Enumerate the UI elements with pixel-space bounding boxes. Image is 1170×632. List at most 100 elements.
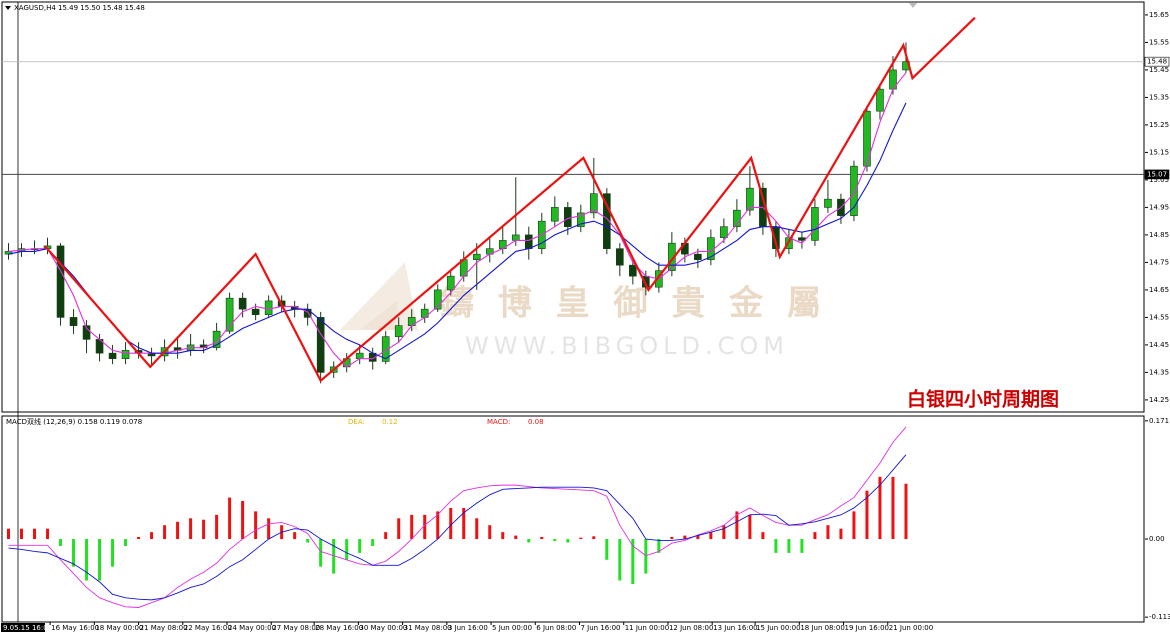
macd-title: MACD双线 (12,26,9) 0.158 0.119 0.078 [6, 417, 142, 426]
candle-body [212, 330, 221, 348]
candle-body [264, 300, 273, 315]
macd-bar [839, 528, 843, 540]
macd-label: MACD: [487, 418, 510, 426]
y-tick-label: 14.25 [1149, 396, 1169, 404]
macd-bar [436, 511, 440, 540]
candle-body [82, 325, 91, 340]
macd-bar [150, 532, 154, 540]
candle-body [746, 187, 754, 211]
cursor-label-box [1, 623, 45, 632]
macd-bar [20, 528, 24, 540]
macd-bar [865, 490, 869, 540]
x-tick-label: 3 Jun 16:00 [448, 624, 488, 632]
macd-bar [579, 537, 583, 540]
candle-body [524, 234, 533, 249]
macd-line [8, 454, 907, 601]
annotation: 白银四小时周期图 [907, 388, 1059, 411]
macd-bar [722, 525, 726, 540]
watermark-url: WWW.BIBGOLD.COM [465, 332, 789, 360]
watermark-text: 鑄 博 皇 御 貴 金 屬 [439, 284, 827, 324]
candle-body [225, 297, 234, 332]
candle-body [511, 234, 520, 241]
x-tick-label: 21 May 08:00 [140, 624, 188, 632]
macd-bar [98, 539, 102, 581]
x-tick-label: 18 Jun 08:00 [800, 624, 844, 632]
macd-bar [176, 521, 180, 540]
candle-body [316, 317, 325, 373]
y-tick-label: 15.35 [1149, 93, 1169, 101]
macd-bar [553, 539, 557, 542]
y-tick-label: 15.65 [1149, 11, 1169, 19]
macd-bar [189, 518, 193, 540]
macd-bar [241, 501, 245, 540]
y-tick-label: 15.45 [1149, 66, 1169, 74]
shift-marker [909, 3, 917, 8]
candle-body [590, 193, 598, 214]
candle-body [720, 226, 728, 238]
candle-body [251, 308, 260, 315]
x-tick-label: 7 Jun 16:00 [581, 624, 621, 632]
candle-body [56, 245, 65, 318]
macd-bar [774, 539, 778, 553]
candle-body [577, 212, 585, 227]
macd-bar [813, 532, 817, 540]
macd-bar [423, 514, 427, 540]
watermark-logo [340, 262, 418, 330]
candle-body [433, 289, 442, 310]
macd-bar [540, 536, 544, 540]
y-tick-label: 15.25 [1149, 121, 1169, 129]
candle-body [69, 317, 78, 326]
macd-bar [163, 525, 167, 540]
macd-bar [709, 532, 713, 540]
candle-body [824, 198, 832, 208]
macd-value: 0.08 [528, 418, 544, 426]
y-tick-label: 14.85 [1149, 231, 1169, 239]
candle-body [616, 248, 624, 266]
macd-bar [644, 539, 648, 574]
moving-average [8, 102, 907, 360]
zigzag [44, 16, 976, 383]
macd-bar [202, 519, 206, 540]
macd-bar [371, 539, 375, 546]
macd-bar [878, 476, 882, 540]
macd-bar [228, 497, 232, 540]
macd-bar [670, 536, 674, 540]
candle-body [121, 350, 130, 359]
candle-body [850, 165, 858, 216]
candle-body [355, 352, 364, 359]
macd-bar [72, 539, 76, 567]
candle-body [876, 88, 884, 112]
macd-bar [748, 514, 752, 540]
y-tick-label: 14.35 [1149, 368, 1169, 376]
y-tick-label: 14.65 [1149, 286, 1169, 294]
x-tick-label: 19 Jun 16:00 [845, 624, 889, 632]
macd-bar [462, 507, 466, 540]
x-tick-label: 30 May 00:00 [359, 624, 407, 632]
y-tick-label: 0.171 [1149, 417, 1169, 425]
macd-bar [527, 539, 531, 543]
dea-label: DEA: [348, 418, 365, 426]
x-tick-label: 22 May 16:00 [184, 624, 232, 632]
dea-value: 0.12 [382, 418, 398, 426]
macd-bar [59, 539, 63, 546]
macd-bar [254, 511, 258, 540]
y-tick-label: 0.00 [1149, 535, 1165, 543]
x-tick-label: 5 Jun 00:00 [492, 624, 532, 632]
candle-body [603, 193, 611, 249]
x-tick-label: 24 May 00:00 [228, 624, 276, 632]
macd-panel [1, 415, 1145, 623]
macd-bar [215, 514, 219, 540]
y-tick-label: 14.45 [1149, 341, 1169, 349]
price-label: 15.48 [1147, 58, 1167, 66]
candle-body [472, 253, 481, 260]
macd-bar [267, 518, 271, 540]
x-tick-label: 18 May 00:00 [95, 624, 143, 632]
y-tick-label: 15.05 [1149, 176, 1169, 184]
cursor-label: 9.05.15 16:00 [3, 624, 52, 632]
x-tick-label: 28 May 16:00 [315, 624, 363, 632]
macd-bar [904, 483, 908, 540]
macd-bar [826, 525, 830, 540]
candle-body [550, 207, 559, 222]
